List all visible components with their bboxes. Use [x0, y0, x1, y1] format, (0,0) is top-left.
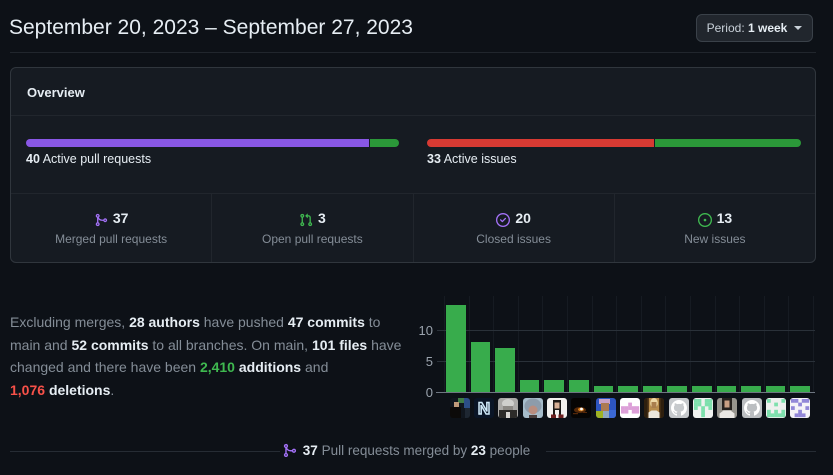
svg-text:N: N [478, 399, 490, 418]
